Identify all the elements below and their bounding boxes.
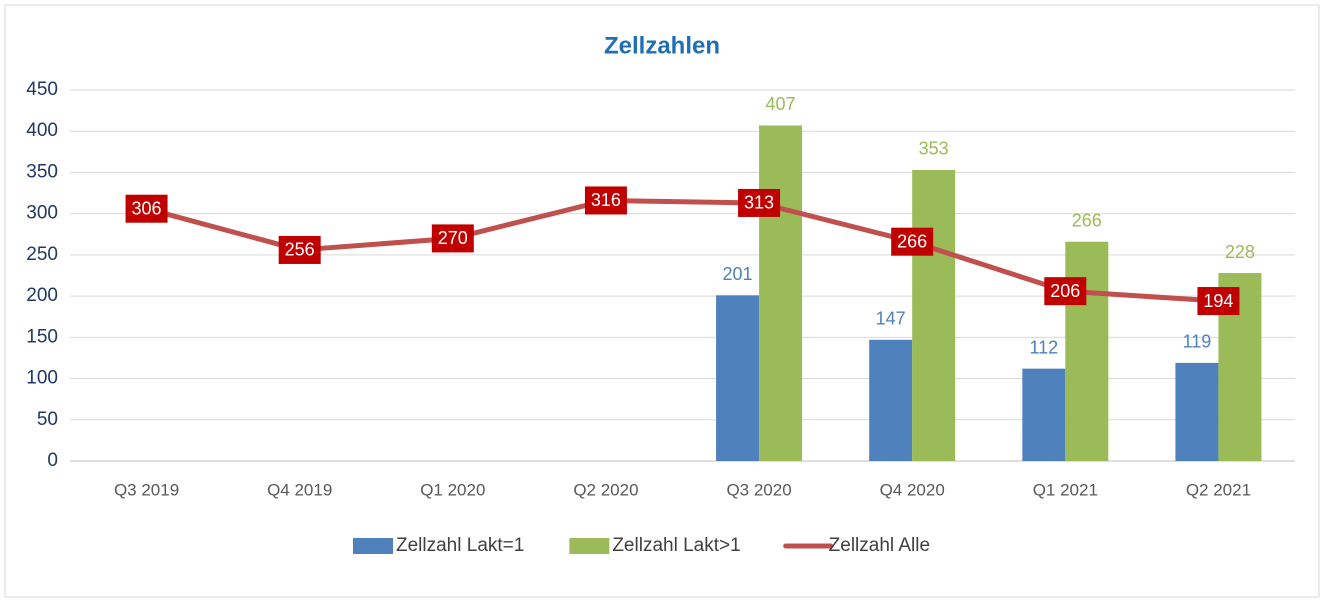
legend-label: Zellzahl Lakt>1 [612, 535, 740, 556]
bar [1022, 368, 1066, 461]
line-value-label: 313 [744, 193, 774, 213]
legend-label: Zellzahl Lakt=1 [396, 535, 524, 556]
line-value-label: 306 [132, 198, 162, 218]
y-tick-label: 100 [26, 368, 58, 389]
x-tick-label: Q4 2020 [880, 480, 945, 499]
bar-value-label: 119 [1183, 332, 1212, 352]
line-label-box [1197, 287, 1240, 316]
bar [716, 295, 760, 461]
legend-swatch [353, 538, 393, 554]
bar [1175, 362, 1219, 461]
legend-label: Zellzahl Alle [829, 535, 930, 556]
y-tick-label: 200 [26, 285, 58, 306]
bar-value-label: 228 [1225, 242, 1255, 262]
line-value-label: 206 [1050, 281, 1080, 301]
y-tick-label: 350 [26, 161, 58, 182]
x-tick-label: Q4 2019 [267, 480, 332, 499]
y-tick-label: 250 [26, 244, 58, 265]
bar-value-label: 201 [723, 264, 753, 284]
bar-value-label: 353 [919, 139, 949, 159]
x-tick-label: Q3 2020 [726, 480, 791, 499]
chart-title: Zellzahlen [604, 32, 720, 59]
x-tick-label: Q2 2021 [1186, 480, 1251, 499]
y-tick-label: 50 [37, 409, 58, 430]
line-value-label: 316 [591, 190, 621, 210]
y-tick-label: 0 [47, 450, 58, 471]
line-label-box [278, 235, 321, 264]
bar-value-label: 407 [766, 94, 796, 114]
line-value-label: 266 [897, 231, 927, 251]
line-label-box [584, 186, 627, 215]
line-value-label: 270 [438, 228, 468, 248]
x-tick-label: Q1 2021 [1033, 480, 1098, 499]
line-label-box [1044, 277, 1087, 306]
x-tick-label: Q1 2020 [420, 480, 485, 499]
line-label-box [431, 224, 474, 253]
bar-value-label: 147 [876, 309, 906, 329]
y-tick-label: 300 [26, 203, 58, 224]
line-label-box [125, 194, 168, 223]
y-tick-label: 450 [26, 79, 58, 100]
bar [759, 125, 803, 461]
y-tick-label: 400 [26, 120, 58, 141]
bar-value-label: 266 [1072, 210, 1102, 230]
line-label-box [738, 188, 781, 217]
x-tick-label: Q3 2019 [114, 480, 179, 499]
line-series [145, 197, 1219, 304]
bar [869, 339, 913, 461]
bar [1065, 241, 1109, 461]
legend-swatch [569, 538, 610, 554]
bar-value-label: 112 [1029, 337, 1058, 357]
line-value-label: 256 [285, 240, 315, 260]
x-tick-label: Q2 2020 [573, 480, 638, 499]
line-value-label: 194 [1203, 291, 1233, 311]
y-tick-label: 150 [26, 326, 58, 347]
bar [912, 169, 956, 461]
chart-border [4, 4, 1320, 598]
line-label-box [891, 227, 934, 256]
